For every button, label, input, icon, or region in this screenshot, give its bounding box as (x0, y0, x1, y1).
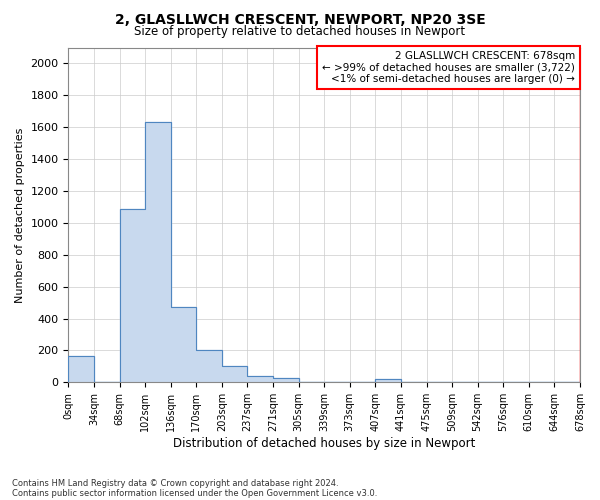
Text: Contains HM Land Registry data © Crown copyright and database right 2024.: Contains HM Land Registry data © Crown c… (12, 478, 338, 488)
X-axis label: Distribution of detached houses by size in Newport: Distribution of detached houses by size … (173, 437, 475, 450)
Text: Contains public sector information licensed under the Open Government Licence v3: Contains public sector information licen… (12, 488, 377, 498)
Text: 2, GLASLLWCH CRESCENT, NEWPORT, NP20 3SE: 2, GLASLLWCH CRESCENT, NEWPORT, NP20 3SE (115, 12, 485, 26)
Y-axis label: Number of detached properties: Number of detached properties (15, 127, 25, 302)
Text: 2 GLASLLWCH CRESCENT: 678sqm
← >99% of detached houses are smaller (3,722)
<1% o: 2 GLASLLWCH CRESCENT: 678sqm ← >99% of d… (322, 51, 575, 84)
Text: Size of property relative to detached houses in Newport: Size of property relative to detached ho… (134, 25, 466, 38)
